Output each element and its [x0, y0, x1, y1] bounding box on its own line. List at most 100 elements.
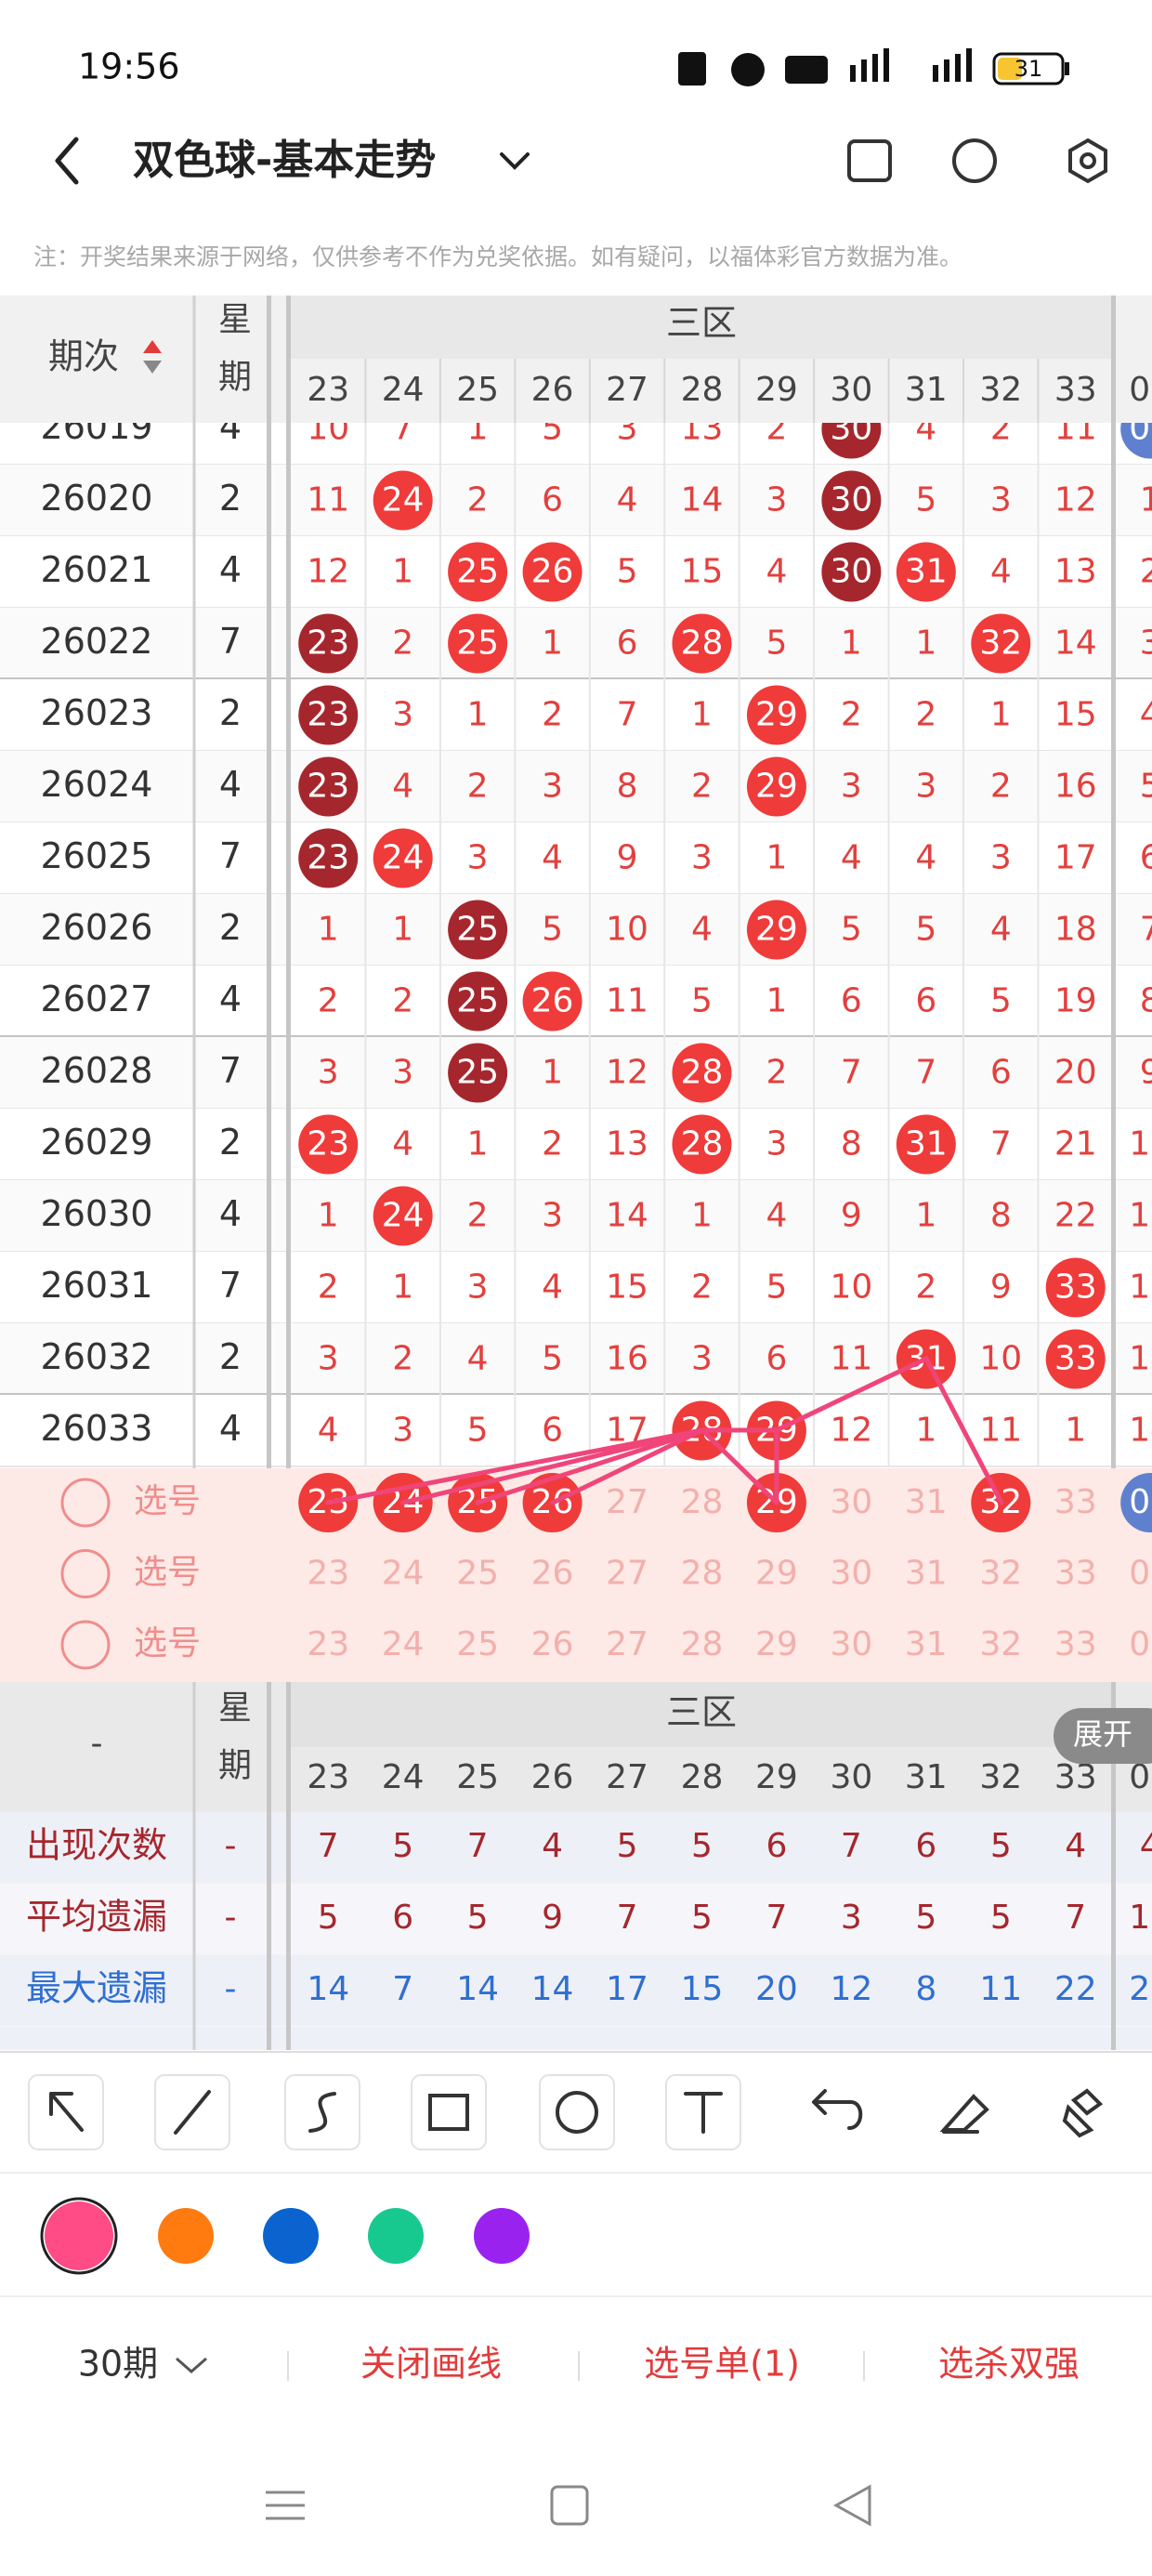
omission-count: 2 — [392, 982, 413, 1020]
ball — [522, 971, 583, 1032]
select-number[interactable]: 28 — [681, 1555, 724, 1593]
omission-count: 7 — [990, 1125, 1012, 1163]
stats-value: 7 — [766, 1899, 787, 1937]
ball — [896, 542, 956, 602]
select-number[interactable]: 29 — [755, 1555, 798, 1593]
stats-row-bg — [0, 1811, 1152, 1884]
title-dropdown[interactable] — [500, 152, 530, 170]
line-tool[interactable] — [154, 2074, 230, 2150]
omission-count: 8 — [1140, 982, 1152, 1020]
period: 26030 — [41, 1193, 153, 1234]
select-number[interactable]: 25 — [456, 1555, 499, 1593]
filter-picks[interactable]: 选杀双强 — [938, 2344, 1080, 2385]
ball — [448, 1043, 508, 1103]
select-number[interactable]: 29 — [755, 1625, 798, 1663]
select-number[interactable]: 26 — [531, 1555, 574, 1593]
palette-color[interactable] — [158, 2208, 214, 2264]
stats-zone-bg — [291, 1682, 1113, 1747]
ball-number: 23 — [307, 768, 349, 806]
stats-value: 13 — [1129, 1899, 1152, 1937]
select-number[interactable]: 24 — [382, 1555, 425, 1593]
rect-tool[interactable] — [411, 2074, 487, 2150]
palette-color[interactable] — [368, 2208, 424, 2264]
ball — [298, 613, 359, 674]
share-icon[interactable] — [952, 138, 997, 183]
stats-value: 7 — [1065, 1899, 1086, 1937]
nav-menu[interactable] — [266, 2491, 305, 2520]
select-number[interactable]: 30 — [830, 1555, 872, 1593]
select-radio[interactable] — [60, 1620, 111, 1670]
column-header: 28 — [681, 371, 724, 409]
expand-label[interactable]: 展开 — [1073, 1716, 1132, 1752]
curve-tool[interactable] — [284, 2074, 360, 2150]
select-radio[interactable] — [60, 1478, 111, 1528]
select-number[interactable]: 33 — [1054, 1483, 1097, 1521]
column-header: 25 — [456, 371, 499, 409]
select-number[interactable]: 24 — [382, 1625, 425, 1663]
layout-icon[interactable] — [847, 139, 892, 182]
arrow-tool[interactable] — [28, 2074, 104, 2150]
select-number[interactable]: 23 — [307, 1555, 349, 1593]
text-tool[interactable] — [665, 2074, 741, 2150]
stats-value: 22 — [1054, 1970, 1097, 2008]
ball — [448, 542, 508, 602]
nav-back[interactable] — [832, 2484, 871, 2527]
select-number[interactable]: 28 — [681, 1625, 724, 1663]
select-label[interactable]: 选号 — [134, 1482, 201, 1520]
undo-tool[interactable] — [812, 2089, 863, 2130]
weekday: 7 — [219, 1265, 242, 1306]
select-number[interactable]: 31 — [905, 1625, 948, 1663]
select-number[interactable]: 32 — [979, 1625, 1022, 1663]
nav-home[interactable] — [550, 2485, 589, 2526]
omission-count: 4 — [617, 481, 638, 519]
select-label[interactable]: 选号 — [134, 1624, 201, 1663]
clear-tool[interactable] — [1062, 2088, 1104, 2138]
select-number[interactable]: 27 — [606, 1625, 648, 1663]
select-number[interactable]: 31 — [905, 1483, 948, 1521]
period-selector[interactable]: 30期 — [78, 2344, 158, 2385]
omission-count: 4 — [392, 1125, 413, 1163]
select-number[interactable]: 32 — [979, 1555, 1022, 1593]
select-label[interactable]: 选号 — [134, 1554, 201, 1592]
omission-count: 10 — [979, 1340, 1022, 1378]
stats-name: 平均遗漏 — [26, 1897, 167, 1938]
select-number[interactable]: 30 — [830, 1483, 872, 1521]
select-number[interactable]: 31 — [905, 1555, 948, 1593]
selected-number[interactable]: 01 — [1129, 1483, 1152, 1521]
palette-color[interactable] — [474, 2208, 530, 2264]
pick-list[interactable]: 选号单(1) — [644, 2344, 800, 2385]
select-number[interactable]: 33 — [1054, 1625, 1097, 1663]
selected-ball[interactable] — [1120, 1473, 1152, 1532]
select-number[interactable]: 01 — [1129, 1625, 1152, 1663]
column-header: 27 — [606, 371, 648, 409]
settings-icon[interactable] — [1068, 138, 1107, 184]
select-number[interactable]: 01 — [1129, 1555, 1152, 1593]
expand-button[interactable]: 展开 — [1054, 1708, 1152, 1764]
back-button[interactable] — [55, 137, 79, 185]
select-number[interactable]: 28 — [681, 1483, 724, 1521]
palette-color[interactable] — [263, 2208, 319, 2264]
omission-count: 7 — [1140, 911, 1152, 949]
omission-count: 2 — [915, 1268, 936, 1307]
select-number[interactable]: 26 — [531, 1625, 574, 1663]
omission-count: 1 — [1065, 1412, 1086, 1450]
select-number[interactable]: 23 — [307, 1625, 349, 1663]
omission-count: 4 — [392, 768, 413, 806]
select-number[interactable]: 27 — [606, 1483, 648, 1521]
omission-count: 5 — [691, 982, 713, 1020]
palette-color[interactable] — [45, 2201, 113, 2270]
select-number[interactable]: 27 — [606, 1555, 648, 1593]
ball — [746, 900, 806, 960]
circle-tool[interactable] — [539, 2074, 615, 2150]
ball-number: 25 — [456, 553, 499, 591]
select-number[interactable]: 25 — [456, 1625, 499, 1663]
stats-value: 7 — [392, 1970, 413, 2008]
ball — [672, 613, 732, 674]
omission-count: 3 — [318, 1340, 339, 1378]
select-radio[interactable] — [60, 1549, 111, 1598]
eraser-tool[interactable] — [939, 2094, 989, 2134]
select-number[interactable]: 33 — [1054, 1555, 1097, 1593]
omission-count: 4 — [915, 410, 936, 448]
select-number[interactable]: 30 — [830, 1625, 872, 1663]
close-drawing[interactable]: 关闭画线 — [360, 2344, 502, 2385]
